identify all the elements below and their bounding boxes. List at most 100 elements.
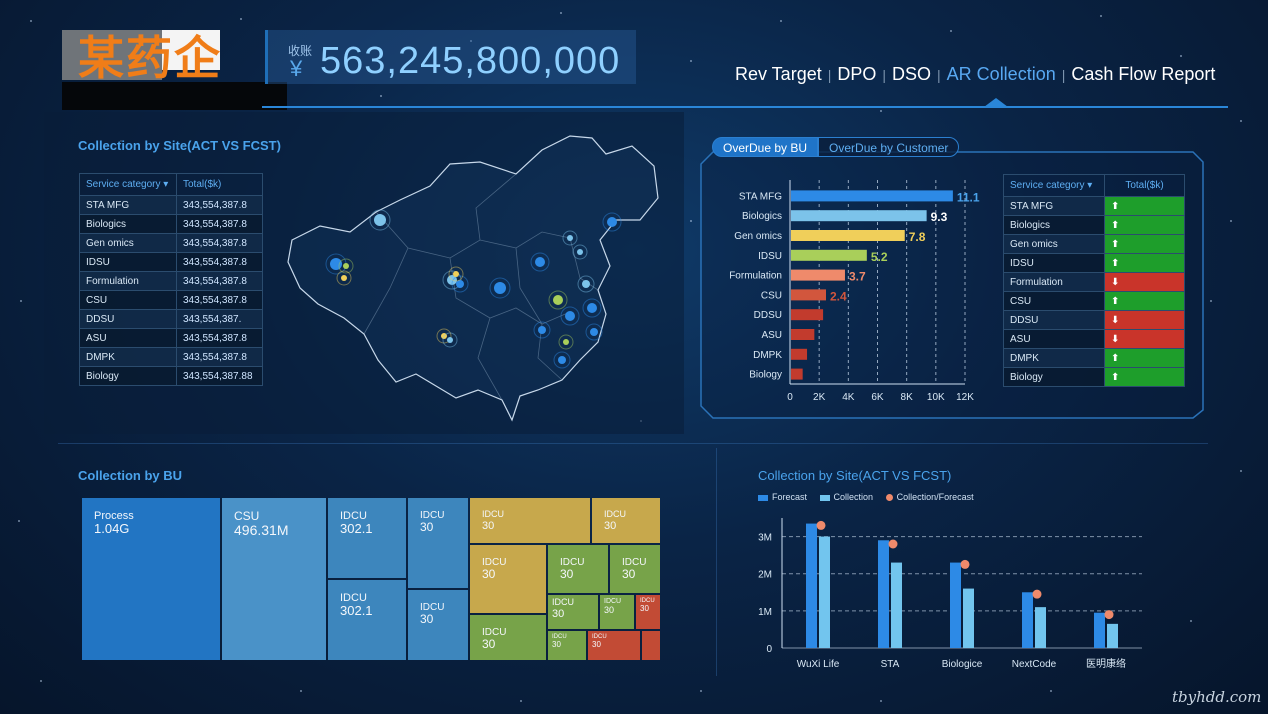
map-marker[interactable]: [447, 275, 457, 285]
forecast-bar[interactable]: [806, 523, 817, 648]
forecast-bar[interactable]: [950, 562, 961, 648]
map-marker[interactable]: [343, 263, 349, 269]
map-marker[interactable]: [494, 282, 506, 294]
treemap-tile[interactable]: [624, 631, 640, 660]
revenue-value: 563,245,800,000: [320, 40, 621, 82]
table-row[interactable]: Biology 343,554,387.88: [79, 366, 263, 386]
map-marker[interactable]: [341, 275, 347, 281]
tab-overdue-by-customer[interactable]: OverDue by Customer: [818, 137, 960, 157]
treemap-tile[interactable]: IDCU 30: [610, 545, 660, 593]
table-row[interactable]: IDSU ⬆: [1003, 253, 1185, 273]
treemap-tile[interactable]: IDCU 30: [600, 595, 634, 629]
treemap-tile[interactable]: IDCU 30: [548, 595, 598, 629]
bar[interactable]: [791, 230, 905, 241]
bar[interactable]: [791, 269, 845, 281]
bar[interactable]: [791, 348, 808, 360]
map-marker[interactable]: [558, 356, 566, 364]
treemap-tile[interactable]: IDCU 30: [548, 545, 608, 593]
table-row[interactable]: Biologics 343,554,387.8: [79, 214, 263, 234]
map-marker[interactable]: [563, 339, 569, 345]
treemap-tile[interactable]: CSU 496.31M: [222, 498, 326, 660]
table-row[interactable]: STA MFG ⬆: [1003, 196, 1185, 216]
map-marker[interactable]: [330, 258, 342, 270]
map-marker[interactable]: [590, 328, 598, 336]
table-row[interactable]: Biologics ⬆: [1003, 215, 1185, 235]
collection-bar[interactable]: [819, 536, 830, 648]
ratio-point[interactable]: [888, 539, 898, 549]
collection-bar[interactable]: [1107, 623, 1118, 648]
collection-bar[interactable]: [891, 562, 902, 648]
table-row[interactable]: Formulation ⬇: [1003, 272, 1185, 292]
service-category-header[interactable]: Service category ▾: [79, 173, 177, 196]
map-marker[interactable]: [567, 235, 573, 241]
map-marker[interactable]: [453, 271, 459, 277]
treemap-tile[interactable]: IDCU 30: [592, 498, 660, 543]
treemap-tile[interactable]: IDCU 30: [548, 631, 586, 660]
bar[interactable]: [791, 309, 824, 321]
table-row[interactable]: DDSU ⬇: [1003, 310, 1185, 330]
table-row[interactable]: ASU ⬇: [1003, 329, 1185, 349]
map-marker[interactable]: [587, 303, 597, 313]
table-row[interactable]: DMPK ⬆: [1003, 348, 1185, 368]
table-row[interactable]: DMPK 343,554,387.8: [79, 347, 263, 367]
nav-rev-target[interactable]: Rev Target: [735, 64, 822, 84]
table-row[interactable]: Formulation 343,554,387.8: [79, 271, 263, 291]
map-marker[interactable]: [535, 257, 545, 267]
bar[interactable]: [791, 210, 927, 222]
nav-dso[interactable]: DSO: [892, 64, 932, 84]
nav-dpo[interactable]: DPO: [837, 64, 877, 84]
map-marker[interactable]: [565, 311, 575, 321]
map-marker[interactable]: [582, 280, 590, 288]
legend-forecast-label: Forecast: [772, 492, 808, 502]
table-row[interactable]: Biology ⬆: [1003, 367, 1185, 387]
bar[interactable]: [791, 289, 826, 301]
bar[interactable]: [791, 368, 803, 380]
treemap-tile[interactable]: IDCU 30: [470, 615, 546, 660]
treemap-tile[interactable]: IDCU 30: [588, 631, 624, 660]
map-marker[interactable]: [607, 217, 617, 227]
table-row[interactable]: Gen omics 343,554,387.8: [79, 233, 263, 253]
treemap-tile[interactable]: IDCU 30: [636, 595, 660, 629]
treemap-tile[interactable]: IDCU 302.1: [328, 498, 406, 578]
map-marker[interactable]: [538, 326, 546, 334]
up-arrow-icon: ⬆: [1104, 291, 1185, 311]
table-row[interactable]: ASU 343,554,387.8: [79, 328, 263, 348]
map-marker[interactable]: [456, 280, 464, 288]
treemap-tile[interactable]: IDCU 302.1: [328, 580, 406, 660]
status-category-header[interactable]: Service category ▾: [1003, 174, 1105, 197]
treemap-tile[interactable]: IDCU 30: [408, 590, 468, 660]
table-row[interactable]: STA MFG 343,554,387.8: [79, 195, 263, 215]
ratio-point[interactable]: [1032, 589, 1042, 599]
ratio-point[interactable]: [816, 520, 826, 530]
tile-label: IDCU: [552, 634, 567, 640]
ratio-point[interactable]: [1104, 610, 1114, 620]
table-row[interactable]: IDSU 343,554,387.8: [79, 252, 263, 272]
treemap-tile[interactable]: Process 1.04G: [82, 498, 220, 660]
table-row[interactable]: Gen omics ⬆: [1003, 234, 1185, 254]
forecast-bar[interactable]: [1022, 592, 1033, 648]
bar[interactable]: [791, 249, 867, 261]
nav-ar-collection[interactable]: AR Collection: [946, 64, 1056, 84]
map-marker[interactable]: [577, 249, 583, 255]
table-row[interactable]: CSU ⬆: [1003, 291, 1185, 311]
forecast-bar[interactable]: [1094, 612, 1105, 648]
bar[interactable]: [791, 329, 815, 340]
map-marker[interactable]: [553, 295, 563, 305]
table-row[interactable]: CSU 343,554,387.8: [79, 290, 263, 310]
treemap-tile[interactable]: IDCU 30: [470, 498, 590, 543]
treemap-tile[interactable]: [642, 631, 660, 660]
bar[interactable]: [791, 190, 953, 202]
table-row[interactable]: DDSU 343,554,387.: [79, 309, 263, 329]
treemap-tile[interactable]: IDCU 30: [408, 498, 468, 588]
ratio-point[interactable]: [960, 559, 970, 569]
forecast-bar[interactable]: [878, 540, 889, 648]
map-marker[interactable]: [374, 214, 386, 226]
row-total: 343,554,387.8: [176, 290, 263, 310]
collection-bar[interactable]: [1035, 607, 1046, 648]
collection-bar[interactable]: [963, 588, 974, 648]
map-marker[interactable]: [441, 333, 447, 339]
tab-overdue-by-bu[interactable]: OverDue by BU: [712, 137, 819, 157]
nav-cash-flow-report[interactable]: Cash Flow Report: [1071, 64, 1216, 84]
map-marker[interactable]: [447, 337, 453, 343]
treemap-tile[interactable]: IDCU 30: [470, 545, 546, 613]
